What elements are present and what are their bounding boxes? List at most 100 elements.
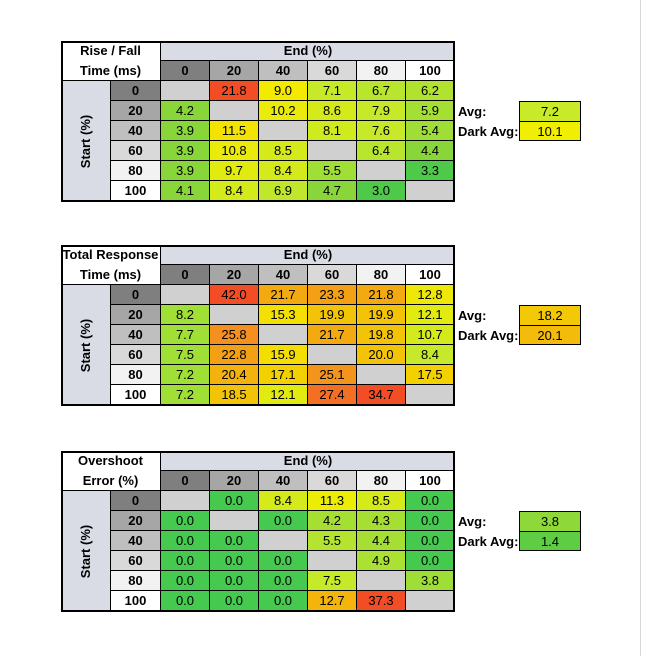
heatmap-cell: 12.8 xyxy=(406,285,455,305)
heatmap-cell: 7.5 xyxy=(308,571,357,591)
heatmap-cell: 34.7 xyxy=(357,385,406,405)
end-level-header: 100 xyxy=(406,61,455,81)
end-level-header: 20 xyxy=(210,471,259,491)
y-axis-label: Start (%) xyxy=(61,285,111,405)
y-axis-label-text: Start (%) xyxy=(78,318,94,372)
heatmap-cell: 19.8 xyxy=(357,325,406,345)
heatmap-cell: 7.9 xyxy=(357,101,406,121)
heatmap-cell: 4.9 xyxy=(357,551,406,571)
avg-value: 18.2 xyxy=(519,305,581,326)
heatmap-cell: 11.3 xyxy=(308,491,357,511)
start-level-header: 60 xyxy=(111,141,161,161)
start-level-header: 80 xyxy=(111,365,161,385)
x-axis-label: End (%) xyxy=(161,245,455,265)
heatmap-cell: 4.2 xyxy=(161,101,210,121)
heatmap-cell: 21.8 xyxy=(210,81,259,101)
heatmap-cell xyxy=(406,385,455,405)
heatmap-cell xyxy=(308,345,357,365)
x-axis-label: End (%) xyxy=(161,41,455,61)
dark-avg-label: Dark Avg: xyxy=(458,123,519,139)
start-level-header: 0 xyxy=(111,81,161,101)
heatmap-cell: 10.8 xyxy=(210,141,259,161)
start-level-header: 20 xyxy=(111,101,161,121)
heatmap-cell: 19.9 xyxy=(357,305,406,325)
heatmap-cell: 8.6 xyxy=(308,101,357,121)
heatmap-cell: 17.1 xyxy=(259,365,308,385)
heatmap-cell: 0.0 xyxy=(161,551,210,571)
dark-avg-label: Dark Avg: xyxy=(458,327,519,343)
dark-avg-value: 10.1 xyxy=(519,121,581,141)
heatmap-cell: 37.3 xyxy=(357,591,406,611)
start-level-header: 0 xyxy=(111,491,161,511)
table-title-line: Time (ms) xyxy=(79,266,142,282)
start-level-header: 40 xyxy=(111,325,161,345)
heatmap-cell xyxy=(161,81,210,101)
heatmap-cell: 10.7 xyxy=(406,325,455,345)
heatmap-cell: 12.1 xyxy=(259,385,308,405)
heatmap-cell: 0.0 xyxy=(161,531,210,551)
heatmap-cell: 7.2 xyxy=(161,385,210,405)
end-level-header: 100 xyxy=(406,265,455,285)
heatmap-cell: 0.0 xyxy=(259,511,308,531)
heatmap-cell: 0.0 xyxy=(161,571,210,591)
heatmap-cell: 3.9 xyxy=(161,161,210,181)
heatmap-cell: 6.9 xyxy=(259,181,308,201)
heatmap-cell: 6.2 xyxy=(406,81,455,101)
heatmap-cell: 4.7 xyxy=(308,181,357,201)
end-level-header: 80 xyxy=(357,61,406,81)
table-title-line: Overshoot xyxy=(77,452,143,468)
end-level-header: 20 xyxy=(210,61,259,81)
heatmap-cell: 20.4 xyxy=(210,365,259,385)
start-level-header: 100 xyxy=(111,591,161,611)
avg-label: Avg: xyxy=(458,513,487,529)
x-axis-label: End (%) xyxy=(161,451,455,471)
heatmap-cell: 20.0 xyxy=(357,345,406,365)
heatmap-cell: 42.0 xyxy=(210,285,259,305)
heatmap-cell: 25.1 xyxy=(308,365,357,385)
heatmap-cell: 3.8 xyxy=(406,571,455,591)
heatmap-cell: 21.7 xyxy=(308,325,357,345)
heatmap-cell xyxy=(259,121,308,141)
heatmap-cell: 10.2 xyxy=(259,101,308,121)
y-axis-label-text: Start (%) xyxy=(78,524,94,578)
end-level-header: 20 xyxy=(210,265,259,285)
heatmap-cell: 0.0 xyxy=(210,491,259,511)
end-level-header: 40 xyxy=(259,471,308,491)
heatmap-cell: 15.9 xyxy=(259,345,308,365)
heatmap-cell: 21.8 xyxy=(357,285,406,305)
heatmap-cell: 12.1 xyxy=(406,305,455,325)
table-title: Overshoot Error (%) xyxy=(61,451,161,491)
table-title: Total Response Time (ms) xyxy=(61,245,161,285)
dark-avg-label: Dark Avg: xyxy=(458,533,519,549)
heatmap-cell: 4.3 xyxy=(357,511,406,531)
heatmap-cell: 3.3 xyxy=(406,161,455,181)
heatmap-cell: 8.4 xyxy=(210,181,259,201)
heatmap-cell: 3.9 xyxy=(161,141,210,161)
end-level-header: 0 xyxy=(161,265,210,285)
dark-avg-value: 20.1 xyxy=(519,325,581,345)
start-level-header: 100 xyxy=(111,385,161,405)
start-level-header: 20 xyxy=(111,511,161,531)
heatmap-cell xyxy=(161,285,210,305)
heatmap-cell xyxy=(406,591,455,611)
heatmap-cell: 8.5 xyxy=(259,141,308,161)
heatmap-cell xyxy=(357,571,406,591)
heatmap-cell: 0.0 xyxy=(161,591,210,611)
heatmap-cell: 8.4 xyxy=(259,491,308,511)
heatmap-cell: 0.0 xyxy=(406,511,455,531)
heatmap-cell: 7.5 xyxy=(161,345,210,365)
heatmap-cell: 27.4 xyxy=(308,385,357,405)
heatmap-cell: 8.4 xyxy=(406,345,455,365)
heatmap-cell: 18.5 xyxy=(210,385,259,405)
heatmap-cell: 3.0 xyxy=(357,181,406,201)
heatmap-cell: 7.2 xyxy=(161,365,210,385)
heatmap-cell: 6.4 xyxy=(357,141,406,161)
heatmap-cell: 5.5 xyxy=(308,161,357,181)
heatmap-cell xyxy=(308,141,357,161)
heatmap-cell: 0.0 xyxy=(406,551,455,571)
end-level-header: 40 xyxy=(259,61,308,81)
heatmap-cell: 0.0 xyxy=(210,591,259,611)
heatmap-cell xyxy=(210,305,259,325)
end-level-header: 80 xyxy=(357,471,406,491)
y-axis-label: Start (%) xyxy=(61,81,111,201)
